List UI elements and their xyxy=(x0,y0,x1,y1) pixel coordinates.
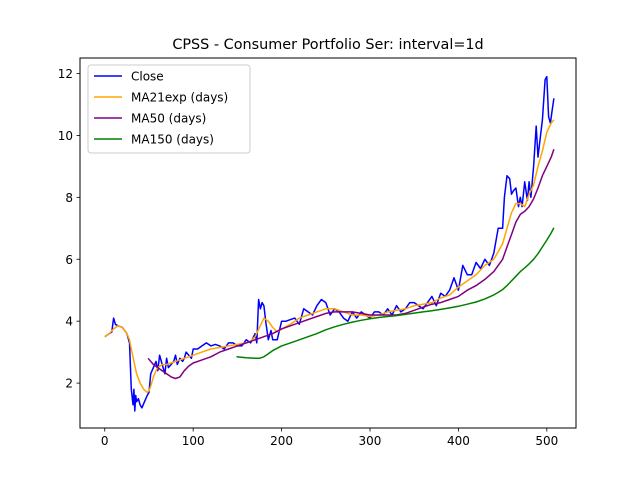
series-line-2 xyxy=(147,149,555,380)
x-tick-label: 400 xyxy=(447,434,470,448)
legend-label-0: Close xyxy=(131,70,164,84)
chart-title: CPSS - Consumer Portfolio Ser: interval=… xyxy=(172,37,483,53)
x-tick-label: 200 xyxy=(270,434,293,448)
y-tick-label: 10 xyxy=(58,129,73,143)
x-tick-label: 300 xyxy=(359,434,382,448)
y-tick-label: 6 xyxy=(65,253,73,267)
y-axis: 2 4 6 8 10 12 xyxy=(58,67,80,391)
x-tick-label: 100 xyxy=(182,434,205,448)
y-tick-label: 8 xyxy=(65,191,73,205)
plot-area-frame xyxy=(79,57,577,429)
legend-label-1: MA21exp (days) xyxy=(131,91,228,105)
legend-box xyxy=(87,64,251,154)
legend: Close MA21exp (days) MA50 (days) MA150 (day… xyxy=(87,64,251,154)
x-tick-label: 500 xyxy=(535,434,558,448)
x-tick-label: 0 xyxy=(101,434,109,448)
legend-label-3: MA150 (days) xyxy=(131,133,214,147)
series-line-3 xyxy=(236,227,555,360)
x-axis: 0 100 200 300 400 500 xyxy=(101,428,558,448)
y-tick-label: 4 xyxy=(65,315,73,329)
legend-label-2: MA50 (days) xyxy=(131,112,206,126)
y-tick-label: 2 xyxy=(65,377,73,391)
series-layer xyxy=(104,75,555,412)
y-tick-label: 12 xyxy=(58,67,73,81)
